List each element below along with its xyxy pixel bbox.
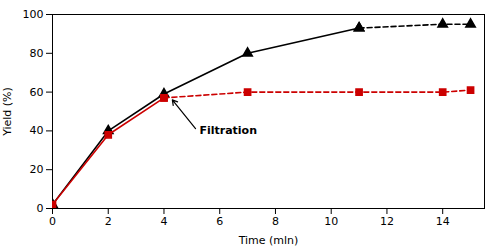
svg-text:0: 0 bbox=[37, 202, 44, 215]
svg-text:0: 0 bbox=[49, 215, 56, 228]
svg-text:20: 20 bbox=[30, 163, 44, 176]
svg-text:8: 8 bbox=[272, 215, 279, 228]
svg-text:12: 12 bbox=[380, 215, 394, 228]
svg-text:Yield (%): Yield (%) bbox=[1, 87, 14, 137]
svg-text:Time (mln): Time (mln) bbox=[238, 234, 299, 246]
svg-text:6: 6 bbox=[216, 215, 223, 228]
svg-text:14: 14 bbox=[436, 215, 450, 228]
svg-text:Filtration: Filtration bbox=[199, 124, 257, 137]
svg-text:40: 40 bbox=[30, 124, 44, 137]
svg-text:2: 2 bbox=[105, 215, 112, 228]
svg-text:80: 80 bbox=[30, 47, 44, 60]
svg-text:4: 4 bbox=[160, 215, 167, 228]
svg-text:60: 60 bbox=[30, 86, 44, 99]
svg-text:100: 100 bbox=[23, 8, 44, 21]
svg-text:10: 10 bbox=[324, 215, 338, 228]
